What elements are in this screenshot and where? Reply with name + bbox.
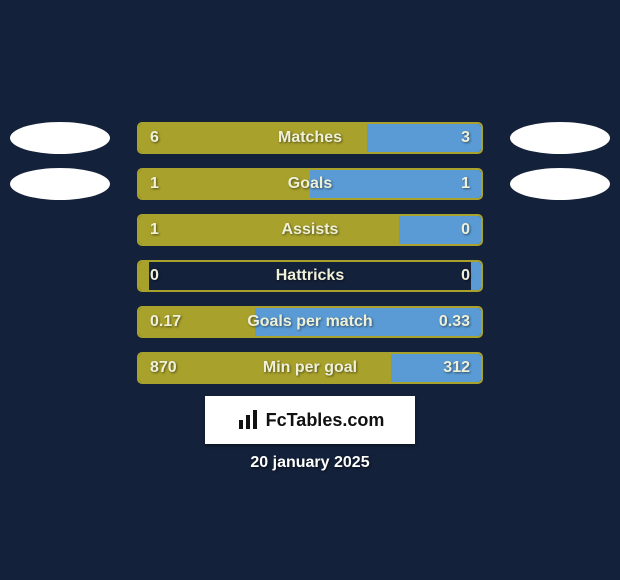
stat-value-left: 870 [150,352,177,384]
stat-value-right: 1 [461,168,470,200]
stat-value-right: 312 [443,352,470,384]
stat-row: Assists1 0 [0,214,620,246]
team-badge-right [510,168,610,200]
stat-value-right: 0.33 [439,306,470,338]
stat-value-left: 0 [150,260,159,292]
stat-rows: Matches63Goals11Assists10Hattricks00Goal… [0,122,620,398]
stat-row: Hattricks0 0 [0,260,620,292]
comparison-infographic: Magalhães da Silva vs Cardoso Couto Club… [0,0,620,580]
team-badge-left [10,122,110,154]
stat-row: Goals1 1 [0,168,620,200]
stat-label: Hattricks [137,260,483,292]
brand-footer: FcTables.com [205,396,415,444]
stat-value-left: 6 [150,122,159,154]
stat-value-right: 0 [461,260,470,292]
date-text: 20 january 2025 [0,454,620,472]
stat-value-left: 0.17 [150,306,181,338]
stat-value-left: 1 [150,168,159,200]
team-badge-left [10,168,110,200]
stat-value-right: 0 [461,214,470,246]
bar-chart-icon [236,408,260,432]
stat-label: Assists [137,214,483,246]
stat-label: Goals per match [137,306,483,338]
stat-row: Goals per match0.17 0.33 [0,306,620,338]
stat-value-left: 1 [150,214,159,246]
stat-row: Matches6 3 [0,122,620,154]
team-badge-right [510,122,610,154]
stat-label: Goals [137,168,483,200]
stat-label: Min per goal [137,352,483,384]
stat-value-right: 3 [461,122,470,154]
stat-row: Min per goal870 312 [0,352,620,384]
brand-text: FcTables.com [266,410,385,431]
stat-label: Matches [137,122,483,154]
